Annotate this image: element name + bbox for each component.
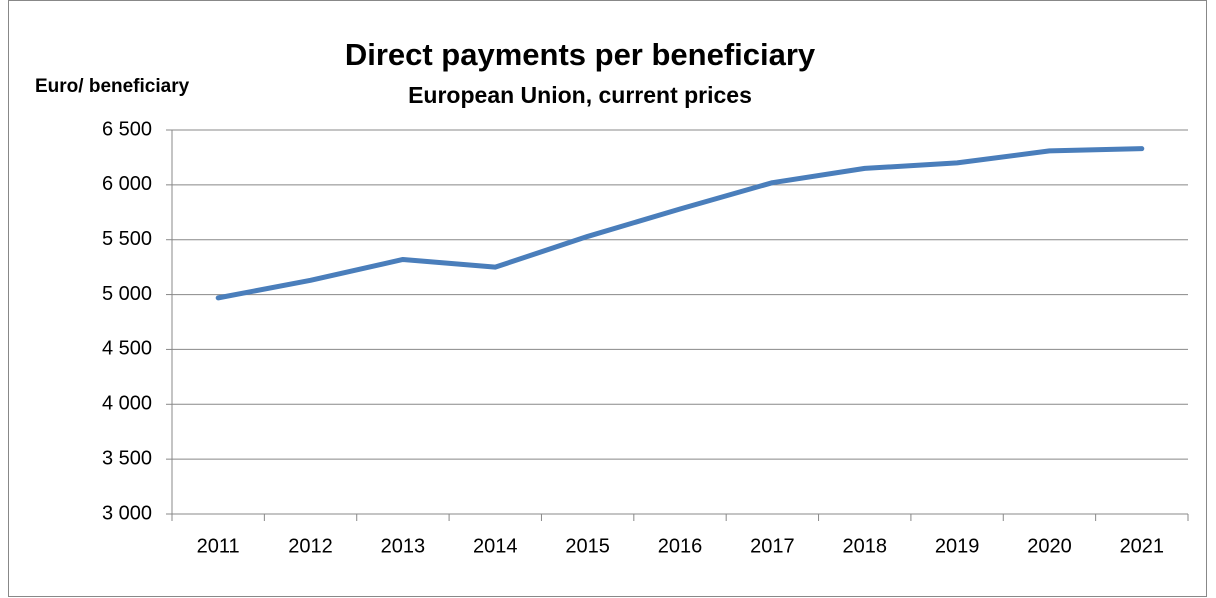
y-tick-label: 6 000 [102, 173, 152, 195]
x-tick-label: 2012 [288, 535, 333, 557]
x-tick-label: 2021 [1120, 535, 1165, 557]
x-tick-label: 2013 [381, 535, 426, 557]
y-tick-label: 5 000 [102, 283, 152, 305]
y-tick-label: 5 500 [102, 228, 152, 250]
y-tick-label: 3 500 [102, 447, 152, 469]
chart-title: Direct payments per beneficiary [345, 37, 816, 72]
x-tick-label: 2011 [197, 535, 240, 557]
x-tick-label: 2015 [565, 535, 610, 557]
y-axis-label: Euro/ beneficiary [35, 76, 190, 97]
y-tick-label: 6 500 [102, 118, 152, 140]
x-tick-label: 2017 [750, 535, 795, 557]
y-tick-label: 4 500 [102, 338, 152, 360]
chart-subtitle: European Union, current prices [408, 82, 752, 108]
x-tick-label: 2014 [473, 535, 518, 557]
data-line [215, 146, 1145, 301]
x-tick-label: 2020 [1027, 535, 1072, 557]
chart-frame [8, 0, 1207, 597]
x-tick-label: 2016 [658, 535, 703, 557]
x-tick-label: 2018 [842, 535, 887, 557]
y-tick-label: 4 000 [102, 393, 152, 415]
x-tick-label: 2019 [935, 535, 980, 557]
y-tick-label: 3 000 [102, 502, 152, 524]
